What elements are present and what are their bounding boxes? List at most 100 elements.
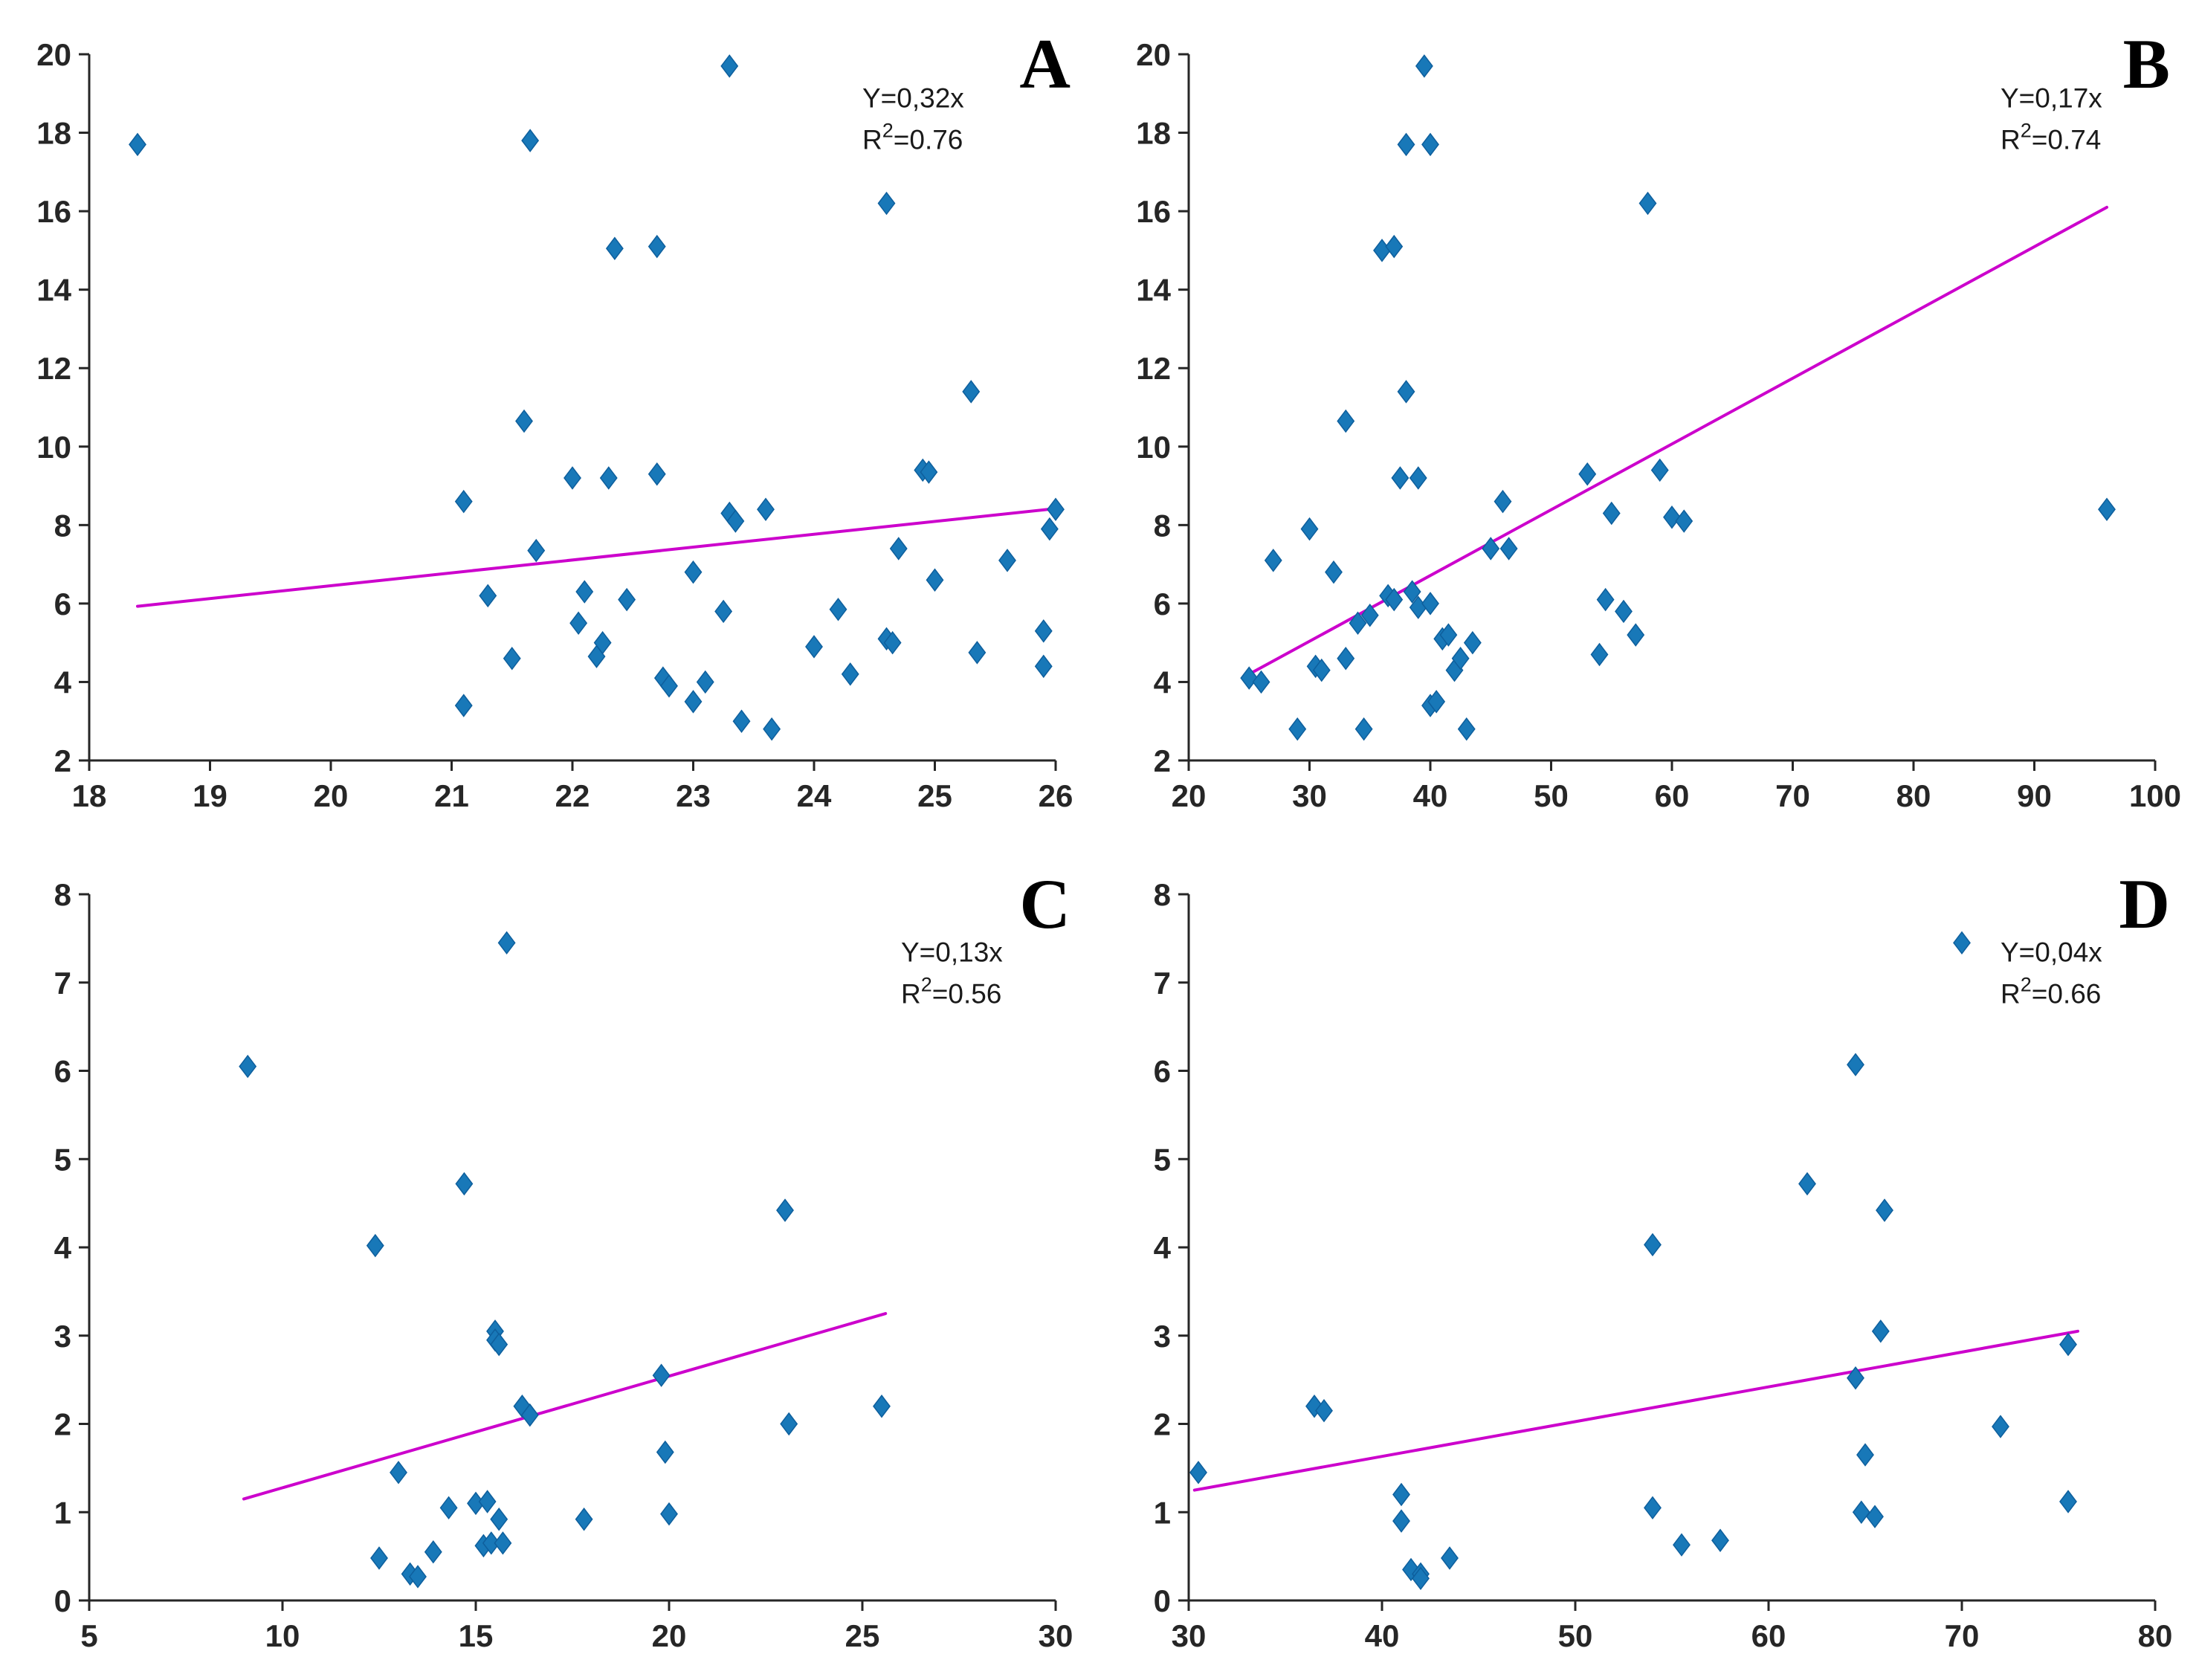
data-point (1392, 1482, 1410, 1507)
annotation-equation: Y=0,32x (862, 83, 964, 113)
y-tick-label: 3 (1154, 1319, 1171, 1354)
panel-letter: A (1019, 25, 1071, 103)
y-tick-label: 6 (54, 587, 71, 621)
x-tick-label: 5 (80, 1618, 97, 1653)
data-point (1596, 587, 1615, 612)
y-tick-label: 0 (1154, 1583, 1171, 1618)
data-point (1494, 489, 1512, 514)
data-point (1871, 1319, 1890, 1343)
panel-a: 18 19 20 21 22 23 24 25 26 2 4 6 8 10 12 14 16 18 20 Y=0,32… (0, 0, 1100, 840)
data-point (605, 236, 624, 260)
data-point (1288, 717, 1307, 741)
x-tick-label: 18 (72, 778, 107, 813)
x-tick-label: 50 (1534, 778, 1569, 813)
data-point (1441, 1546, 1459, 1570)
trend-line (1247, 205, 2108, 676)
x-tick-label: 90 (2017, 778, 2052, 813)
data-point (1337, 647, 1355, 671)
data-point (652, 1363, 671, 1387)
x-tick-label: 20 (1172, 778, 1207, 813)
data-point (1953, 931, 1971, 955)
data-point (1499, 537, 1518, 560)
data-point (497, 931, 516, 955)
data-point (370, 1546, 388, 1570)
data-point (1360, 603, 1379, 627)
y-tick-label: 20 (1136, 37, 1171, 72)
y-tick-label: 4 (1154, 1230, 1172, 1265)
data-point (877, 191, 896, 216)
y-tick-label: 0 (54, 1583, 71, 1618)
scatter-plot-d: 30 40 50 60 70 80 0 1 2 3 4 5 6 7 8 Y=0,04x R2=0.66 D (1154, 865, 2173, 1653)
data-point (889, 537, 908, 560)
x-tick-label: 26 (1039, 778, 1073, 813)
data-point (515, 409, 533, 433)
panel-letter: C (1019, 865, 1071, 943)
data-point (454, 489, 473, 514)
data-point (883, 630, 902, 655)
data-point (1354, 717, 1373, 741)
data-point (569, 611, 588, 636)
scatter-plot-a: 18 19 20 21 22 23 24 25 262468101214161820Y=0,32… (36, 25, 1073, 813)
x-tick-label: 70 (1775, 778, 1810, 813)
annotation-r-squared: R2=0.74 (2001, 119, 2101, 155)
data-point (1409, 466, 1427, 490)
y-tick-label: 2 (1154, 1407, 1171, 1442)
data-point (1876, 1198, 1893, 1222)
data-point (1627, 623, 1645, 647)
data-point (962, 380, 981, 404)
data-point (1673, 1533, 1691, 1557)
trend-line (136, 507, 1057, 608)
y-tick-label: 1 (54, 1495, 71, 1530)
x-tick-label: 15 (459, 1618, 494, 1653)
scatter-plot-c: 5 10 15 20 25 30 0 1 2 3 4 5 6 7 8 Y=0,13x R2=0.56 C (54, 865, 1073, 1653)
y-tick-label: 6 (1154, 587, 1171, 621)
y-tick-label: 2 (1154, 743, 1171, 778)
y-tick-label: 12 (1136, 351, 1171, 386)
x-tick-label: 50 (1558, 1618, 1593, 1653)
data-point (1397, 132, 1415, 157)
y-tick-label: 4 (1154, 665, 1172, 700)
data-point (1403, 580, 1421, 604)
data-point (873, 1395, 891, 1418)
data-point (439, 1496, 458, 1520)
data-point (1590, 642, 1609, 667)
x-tick-label: 80 (2138, 1618, 2173, 1653)
data-point (660, 673, 678, 698)
data-point (1300, 517, 1319, 541)
data-point (1711, 1528, 1729, 1552)
data-point (503, 647, 521, 671)
y-tick-label: 7 (54, 966, 71, 1001)
data-point (684, 560, 703, 584)
data-point (1602, 501, 1621, 526)
data-point (776, 1198, 794, 1222)
annotation-r-squared: R2=0.76 (862, 119, 963, 155)
annotation-equation: Y=0,13x (901, 937, 1003, 967)
data-point (1992, 1415, 2009, 1438)
data-point (648, 462, 666, 486)
data-point (1240, 666, 1259, 690)
data-point (1663, 505, 1681, 529)
x-tick-label: 70 (1945, 1618, 1980, 1653)
x-tick-label: 30 (1039, 1618, 1073, 1653)
panel-letter: B (2123, 25, 2170, 103)
data-point (1439, 623, 1458, 647)
data-point (1644, 1232, 1662, 1257)
data-point (1457, 717, 1476, 741)
data-point (454, 694, 473, 717)
data-point (726, 509, 745, 533)
data-point (757, 497, 775, 521)
x-tick-label: 30 (1292, 778, 1327, 813)
y-tick-label: 14 (36, 273, 71, 308)
data-point (478, 1490, 497, 1513)
data-point (490, 1508, 508, 1531)
x-tick-label: 10 (265, 1618, 300, 1653)
y-tick-label: 8 (1154, 508, 1171, 543)
annotation-equation: Y=0,04x (2001, 937, 2102, 967)
x-tick-label: 25 (845, 1618, 880, 1653)
data-point (1482, 537, 1500, 560)
data-point (1675, 509, 1693, 533)
data-point (390, 1461, 407, 1484)
y-tick-label: 8 (54, 508, 71, 543)
data-point (1463, 630, 1482, 655)
data-point (494, 1531, 512, 1555)
